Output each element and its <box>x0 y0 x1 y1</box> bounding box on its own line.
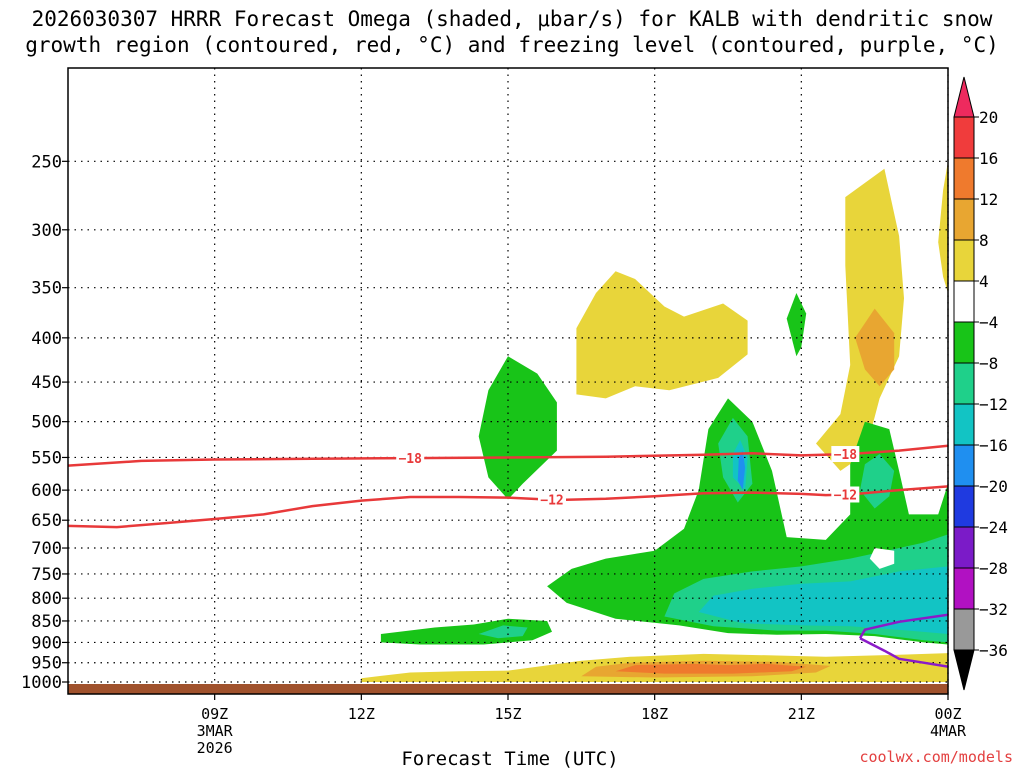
y-tick-label: 500 <box>31 413 62 433</box>
x-tick-label: 18Z <box>641 705 668 723</box>
x-tick-sublabel: 3MAR <box>197 722 234 740</box>
chart-title: 2026030307 HRRR Forecast Omega (shaded, … <box>0 6 1024 58</box>
x-axis-title: Forecast Time (UTC) <box>401 748 618 768</box>
colorbar-swatch <box>953 403 975 446</box>
colorbar-swatch <box>953 526 975 569</box>
credit-text: coolwx.com/models <box>859 748 1013 766</box>
x-tick-sublabel: 4MAR <box>930 722 967 740</box>
colorbar-swatch <box>953 444 975 487</box>
y-tick-label: 600 <box>31 481 62 501</box>
contour-label-bg-0 <box>396 450 425 467</box>
omega-region-neg4-8-low <box>380 618 552 645</box>
colorbar-top-arrow <box>953 76 975 118</box>
y-tick-label: 950 <box>31 654 62 674</box>
colorbar-label: 8 <box>979 231 989 250</box>
title-line-2: growth region (contoured, red, °C) and f… <box>25 33 999 57</box>
colorbar-swatch <box>953 362 975 405</box>
ground-terrain <box>68 684 948 694</box>
x-tick-label: 21Z <box>788 705 815 723</box>
y-tick-label: 800 <box>31 589 62 609</box>
omega-region-neg8-12-small <box>478 625 528 639</box>
dendritic-contour-1 <box>68 485 948 529</box>
contour-label: −18 <box>398 452 422 467</box>
omega-region-neg12-16-low <box>698 566 948 634</box>
colorbar-swatch <box>953 198 975 241</box>
freezing-level-contour-2 <box>858 613 948 639</box>
y-tick-label: 900 <box>31 633 62 653</box>
omega-region-neg4-8-mid <box>478 356 557 500</box>
colorbar-label: −28 <box>979 559 1008 578</box>
contours: −18 −18 −12 −12 <box>68 444 948 668</box>
colorbar-label: −36 <box>979 641 1008 660</box>
colorbar-label: 4 <box>979 272 989 291</box>
omega-region-neg16-20 <box>737 450 746 491</box>
contour-label-bg-3 <box>831 486 860 503</box>
colorbar-swatch <box>953 567 975 610</box>
y-tick-label: 650 <box>31 511 62 531</box>
y-tick-label: 750 <box>31 565 62 585</box>
contour-label-bg-1 <box>831 446 860 463</box>
y-tick-label: 300 <box>31 221 62 241</box>
contour-label: −12 <box>540 493 563 508</box>
y-tick-label: 550 <box>31 448 62 468</box>
colorbar-label: 20 <box>979 108 998 127</box>
omega-shading <box>361 161 948 682</box>
omega-region-8-12-upperlevel <box>855 308 895 387</box>
x-tick-label: 15Z <box>494 705 521 723</box>
colorbar-bottom-arrow <box>953 649 975 691</box>
colorbar-label: −8 <box>979 354 998 373</box>
colorbar-label: 16 <box>979 149 998 168</box>
omega-region-12-16-lowlevel <box>615 663 807 674</box>
y-tick-label: 1000 <box>21 673 62 693</box>
y-tick-label: 700 <box>31 539 62 559</box>
y-tick-label: 250 <box>31 152 62 172</box>
colorbar-label: −20 <box>979 477 1008 496</box>
colorbar-swatch <box>953 116 975 159</box>
x-tick-label: 09Z <box>201 705 228 723</box>
title-line-1: 2026030307 HRRR Forecast Omega (shaded, … <box>31 7 993 31</box>
omega-region-4-8-upperlevel <box>816 168 904 471</box>
omega-region-4-8-edge <box>938 161 948 293</box>
colorbar-swatch <box>953 321 975 364</box>
y-axis: 2503003504004505005506006507007508008509… <box>21 152 68 693</box>
colorbar-swatch <box>953 280 975 323</box>
contour-label: −12 <box>834 488 857 503</box>
colorbar: 20 16 12 8 4 −4 −8 −12 −16 −20 −24 −28 −32 −36 <box>953 76 1008 691</box>
omega-region-neg4-8-upper-a <box>786 293 807 357</box>
colorbar-label: −24 <box>979 518 1008 537</box>
omega-region-neutral-gap <box>869 548 895 569</box>
y-tick-label: 850 <box>31 612 62 632</box>
colorbar-swatch <box>953 608 975 651</box>
x-tick-label: 00Z <box>934 705 961 723</box>
colorbar-label: −4 <box>979 313 998 332</box>
colorbar-label: −16 <box>979 436 1008 455</box>
colorbar-swatch <box>953 239 975 282</box>
y-tick-label: 350 <box>31 279 62 299</box>
colorbar-swatch <box>953 157 975 200</box>
omega-region-neg8-12-right <box>860 454 895 509</box>
x-tick-sublabel: 2026 <box>197 739 233 757</box>
ground-layer <box>68 684 948 694</box>
contour-label-bg-2 <box>538 491 566 508</box>
colorbar-label: −12 <box>979 395 1008 414</box>
y-tick-label: 400 <box>31 329 62 349</box>
colorbar-swatch <box>953 485 975 528</box>
y-tick-label: 450 <box>31 373 62 393</box>
x-tick-label: 12Z <box>348 705 375 723</box>
colorbar-label: 12 <box>979 190 998 209</box>
colorbar-label: −32 <box>979 600 1008 619</box>
contour-label: −18 <box>834 448 858 463</box>
omega-region-4-8-midlevel <box>576 271 748 399</box>
freezing-level-contour-3 <box>859 637 948 668</box>
